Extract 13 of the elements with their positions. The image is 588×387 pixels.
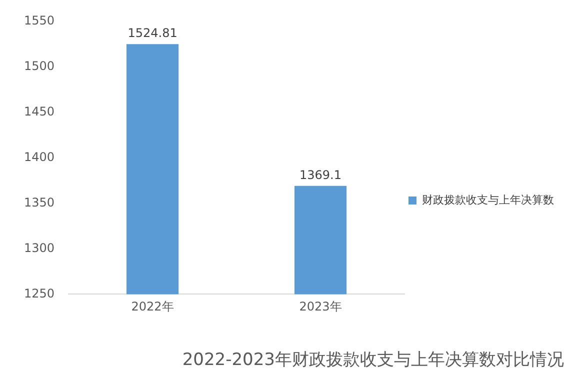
legend-label: 财政拨款收支与上年决算数 — [422, 193, 554, 206]
y-tick-label: 1450 — [24, 104, 55, 118]
y-tick-label: 1400 — [24, 150, 55, 164]
y-tick-label: 1350 — [24, 195, 55, 210]
data-label: 1524.81 — [128, 26, 178, 40]
x-tick-label: 2023年 — [299, 300, 342, 314]
y-tick-label: 1500 — [24, 58, 55, 73]
y-tick-label: 1550 — [24, 13, 55, 28]
text: 2022-2023年财政拨款收支与上年决算数对比情况 — [182, 350, 564, 370]
y-tick-label: 1250 — [24, 286, 55, 300]
y-tick-label: 1300 — [24, 240, 55, 255]
x-tick-label: 2022年 — [131, 300, 174, 314]
data-label: 1369.1 — [300, 168, 342, 182]
